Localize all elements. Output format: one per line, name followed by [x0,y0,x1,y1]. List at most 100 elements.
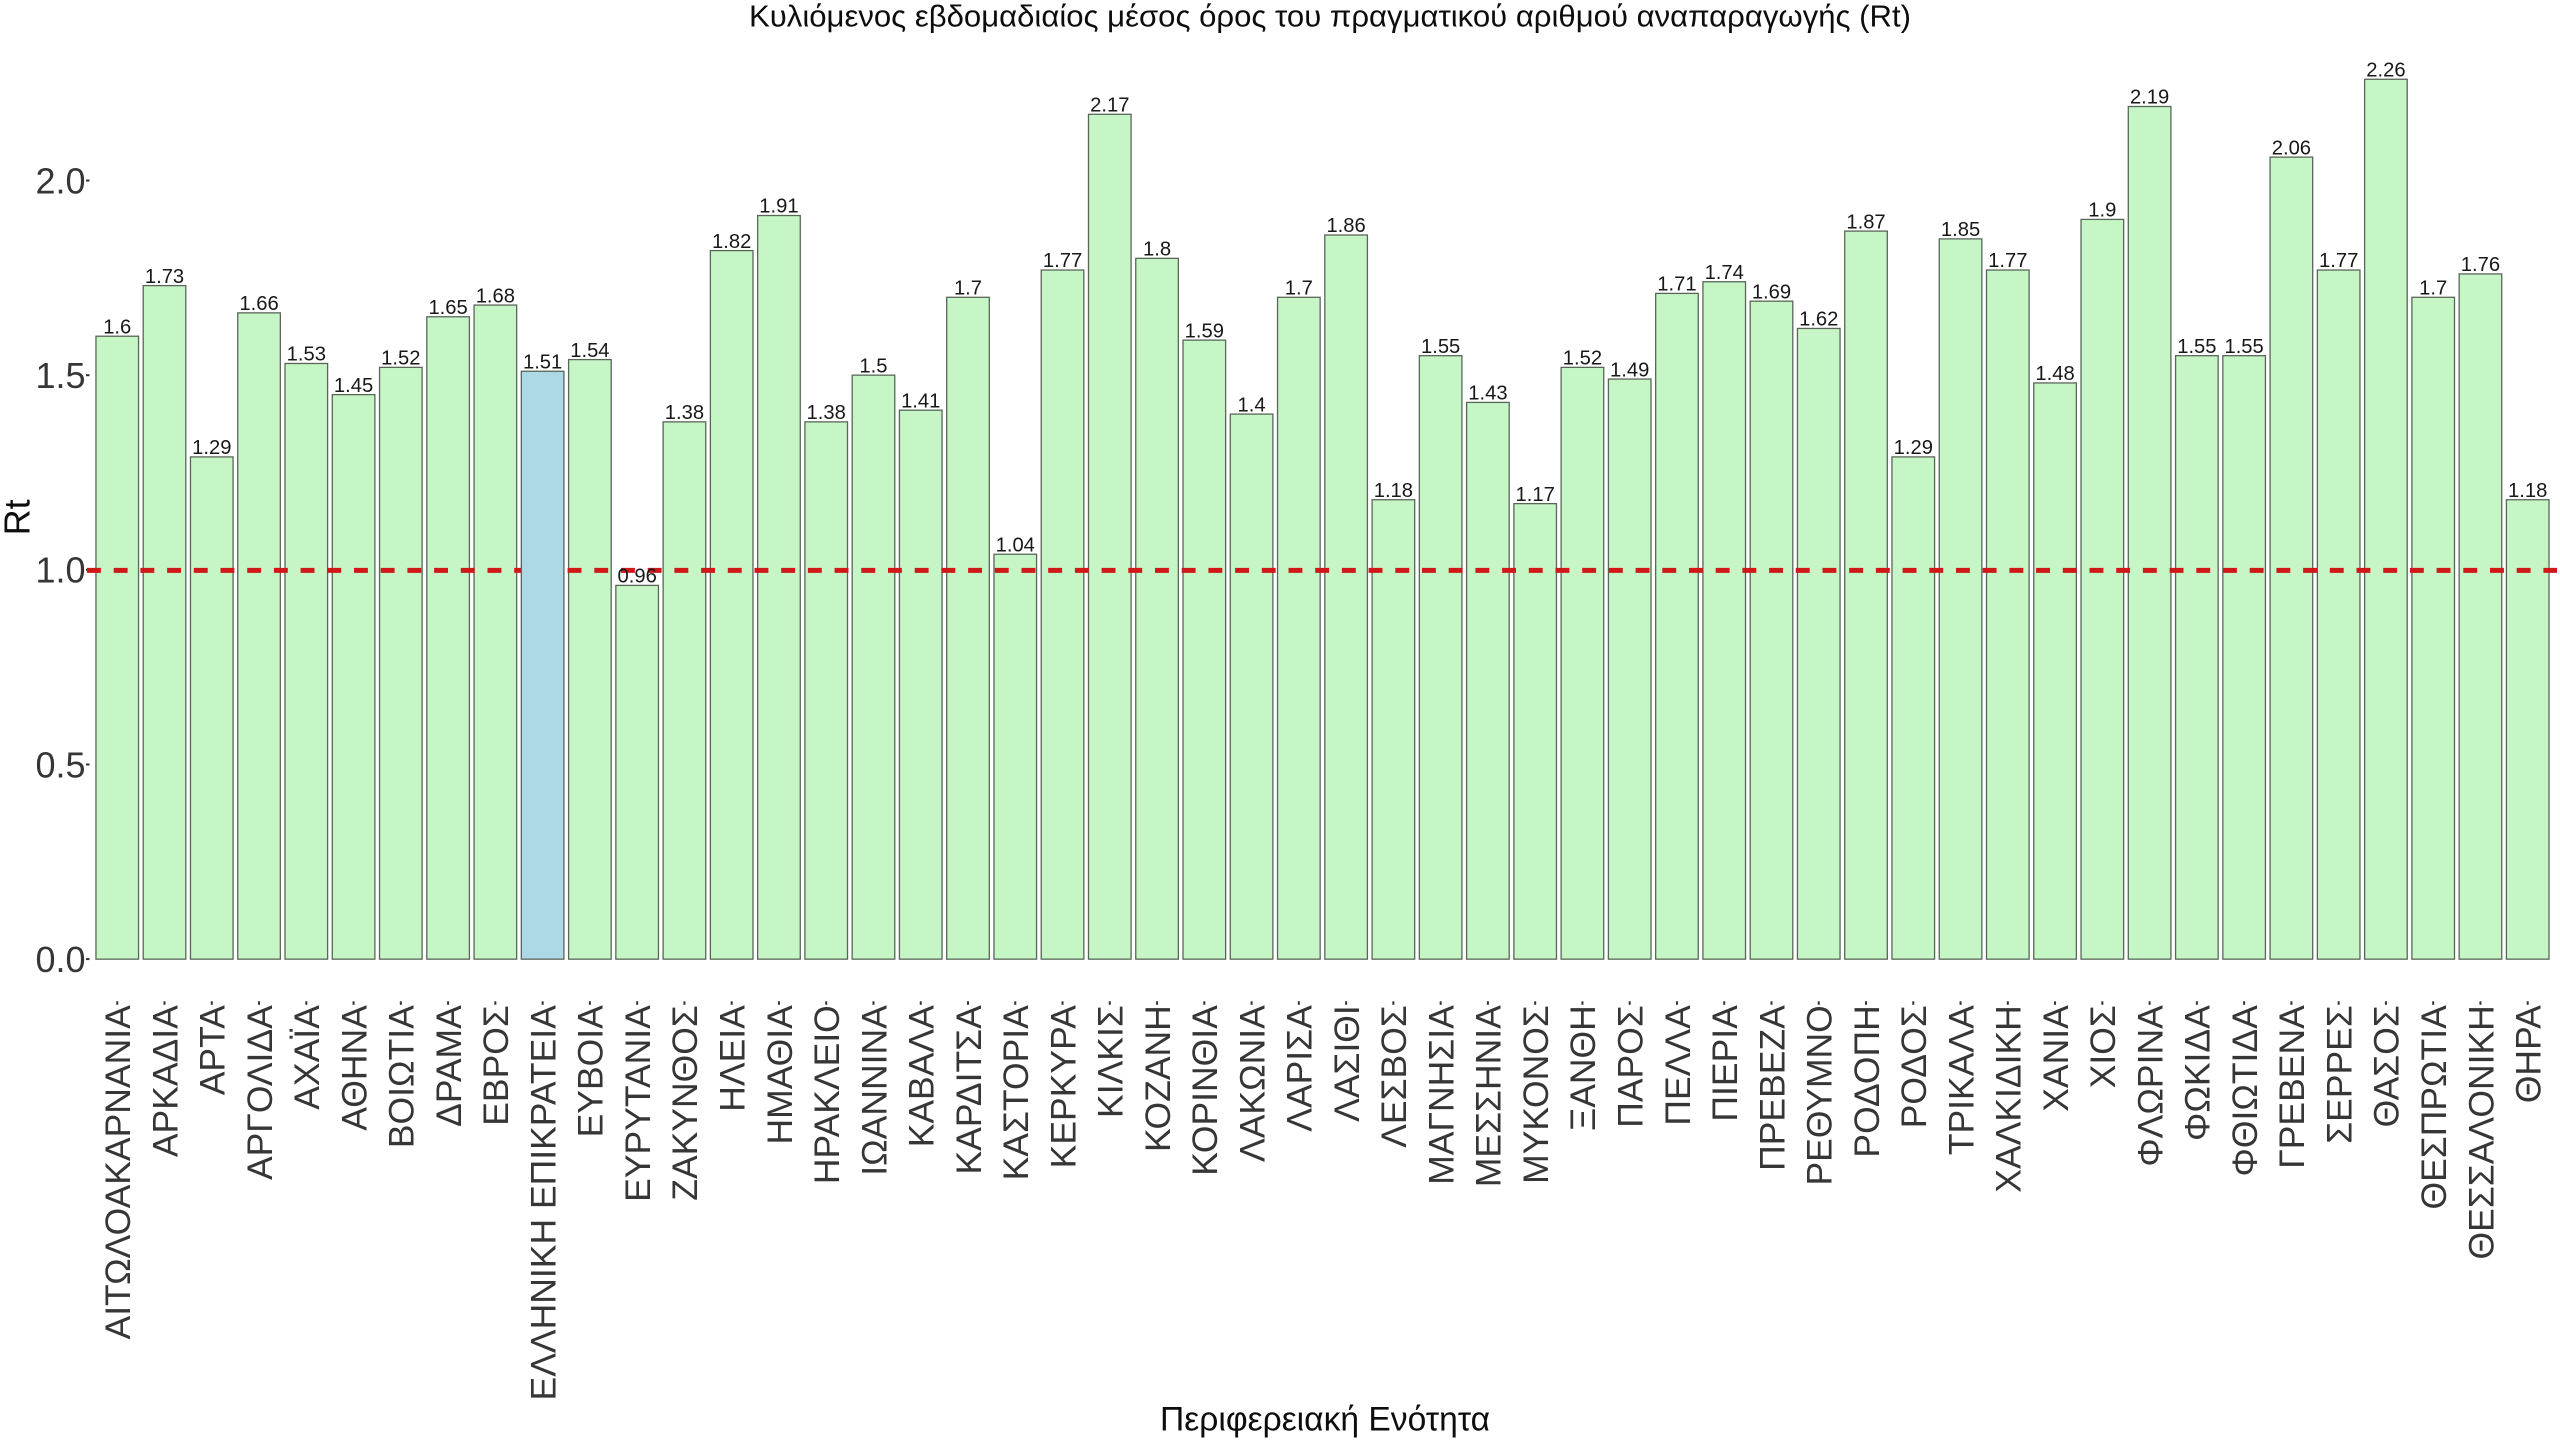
svg-text:ΠΑΡΟΣ: ΠΑΡΟΣ [1611,1005,1651,1128]
svg-text:2.06: 2.06 [2272,137,2311,159]
svg-text:2.0: 2.0 [35,160,85,201]
svg-text:1.87: 1.87 [1846,211,1885,233]
svg-text:ΛΑΡΙΣΑ: ΛΑΡΙΣΑ [1280,1005,1320,1132]
svg-text:1.85: 1.85 [1941,219,1980,241]
svg-text:ΧΑΛΚΙΔΙΚΗ: ΧΑΛΚΙΔΙΚΗ [1989,1005,2029,1193]
svg-text:ΛΑΣΙΘΙ: ΛΑΣΙΘΙ [1327,1005,1367,1122]
svg-text:1.52: 1.52 [381,348,420,370]
svg-text:1.65: 1.65 [428,297,467,319]
svg-text:ΚΟΖΑΝΗ: ΚΟΖΑΝΗ [1138,1005,1178,1152]
svg-text:1.62: 1.62 [1799,309,1838,331]
svg-text:ΣΕΡΡΕΣ: ΣΕΡΡΕΣ [2319,1005,2359,1144]
svg-text:ΘΑΣΟΣ: ΘΑΣΟΣ [2367,1005,2407,1127]
svg-text:1.18: 1.18 [1374,480,1413,502]
svg-text:ΚΟΡΙΝΘΙΑ: ΚΟΡΙΝΘΙΑ [1185,1005,1225,1176]
svg-text:ΚΑΡΔΙΤΣΑ: ΚΑΡΔΙΤΣΑ [949,1005,989,1175]
svg-text:ΜΥΚΟΝΟΣ: ΜΥΚΟΝΟΣ [1516,1005,1556,1184]
svg-text:ΚΙΛΚΙΣ: ΚΙΛΚΙΣ [1091,1005,1131,1118]
svg-text:2.17: 2.17 [1090,95,1129,117]
svg-text:ΕΥΒΟΙΑ: ΕΥΒΟΙΑ [571,1005,611,1138]
svg-text:ΤΡΙΚΑΛΑ: ΤΡΙΚΑΛΑ [1941,1005,1981,1155]
svg-text:ΚΑΣΤΟΡΙΑ: ΚΑΣΤΟΡΙΑ [996,1005,1036,1180]
svg-text:1.38: 1.38 [807,402,846,424]
svg-text:ΕΛΛΗΝΙΚΗ ΕΠΙΚΡΑΤΕΙΑ: ΕΛΛΗΝΙΚΗ ΕΠΙΚΡΑΤΕΙΑ [523,1005,563,1401]
svg-text:1.68: 1.68 [476,285,515,307]
svg-text:1.45: 1.45 [334,375,373,397]
svg-text:ΖΑΚΥΝΘΟΣ: ΖΑΚΥΝΘΟΣ [665,1005,705,1201]
svg-text:ΡΕΘΥΜΝΟ: ΡΕΘΥΜΝΟ [1800,1005,1840,1185]
svg-text:ΒΟΙΩΤΙΑ: ΒΟΙΩΤΙΑ [382,1005,422,1148]
svg-text:1.76: 1.76 [2461,254,2500,276]
svg-text:1.7: 1.7 [2419,277,2447,299]
svg-text:1.17: 1.17 [1516,484,1555,506]
svg-text:1.51: 1.51 [523,351,562,373]
svg-text:1.77: 1.77 [1988,250,2027,272]
svg-text:1.7: 1.7 [954,277,982,299]
svg-text:ΦΩΚΙΔΑ: ΦΩΚΙΔΑ [2178,1005,2218,1141]
svg-text:ΠΙΕΡΙΑ: ΠΙΕΡΙΑ [1705,1005,1745,1122]
svg-text:ΕΥΡΥΤΑΝΙΑ: ΕΥΡΥΤΑΝΙΑ [618,1005,658,1202]
svg-text:1.59: 1.59 [1185,320,1224,342]
svg-text:ΧΙΟΣ: ΧΙΟΣ [2083,1005,2123,1088]
svg-text:ΘΕΣΣΑΛΟΝΙΚΗ: ΘΕΣΣΑΛΟΝΙΚΗ [2461,1005,2501,1259]
svg-text:ΧΑΝΙΑ: ΧΑΝΙΑ [2036,1005,2076,1112]
svg-text:ΘΗΡΑ: ΘΗΡΑ [2509,1005,2549,1103]
svg-text:1.8: 1.8 [1143,239,1171,261]
svg-text:ΑΙΤΩΛΟΑΚΑΡΝΑΝΙΑ: ΑΙΤΩΛΟΑΚΑΡΝΑΝΙΑ [98,1005,138,1340]
svg-text:ΠΡΕΒΕΖΑ: ΠΡΕΒΕΖΑ [1752,1005,1792,1171]
svg-text:ΦΛΩΡΙΝΑ: ΦΛΩΡΙΝΑ [2130,1005,2170,1167]
svg-text:ΙΩΑΝΝΙΝΑ: ΙΩΑΝΝΙΝΑ [854,1005,894,1176]
svg-text:1.74: 1.74 [1705,262,1744,284]
svg-text:1.55: 1.55 [2177,336,2216,358]
svg-text:ΗΡΑΚΛΕΙΟ: ΗΡΑΚΛΕΙΟ [807,1005,847,1184]
svg-text:1.29: 1.29 [192,437,231,459]
svg-text:2.19: 2.19 [2130,87,2169,109]
svg-text:ΠΕΛΛΑ: ΠΕΛΛΑ [1658,1005,1698,1126]
svg-text:1.04: 1.04 [996,534,1035,556]
svg-text:1.0: 1.0 [35,550,85,591]
svg-text:ΛΕΣΒΟΣ: ΛΕΣΒΟΣ [1374,1005,1414,1148]
svg-text:1.29: 1.29 [1894,437,1933,459]
svg-text:ΑΧΑΪΑ: ΑΧΑΪΑ [287,1005,327,1110]
svg-text:1.48: 1.48 [2035,363,2074,385]
svg-text:ΚΕΡΚΥΡΑ: ΚΕΡΚΥΡΑ [1043,1005,1083,1168]
svg-text:ΡΟΔΟΣ: ΡΟΔΟΣ [1894,1005,1934,1128]
svg-text:1.5: 1.5 [35,355,85,396]
svg-text:ΓΡΕΒΕΝΑ: ΓΡΕΒΕΝΑ [2272,1005,2312,1169]
svg-text:0.0: 0.0 [35,939,85,980]
svg-text:1.6: 1.6 [103,316,131,338]
svg-text:ΡΟΔΟΠΗ: ΡΟΔΟΠΗ [1847,1005,1887,1157]
svg-text:1.41: 1.41 [901,390,940,412]
svg-text:Rt: Rt [0,499,38,535]
svg-text:1.77: 1.77 [1043,250,1082,272]
svg-text:ΜΕΣΣΗΝΙΑ: ΜΕΣΣΗΝΙΑ [1469,1005,1509,1187]
svg-text:1.91: 1.91 [759,196,798,218]
svg-text:1.55: 1.55 [1421,336,1460,358]
svg-text:0.96: 0.96 [618,566,657,588]
svg-text:ΜΑΓΝΗΣΙΑ: ΜΑΓΝΗΣΙΑ [1421,1005,1461,1185]
svg-text:ΞΑΝΘΗ: ΞΑΝΘΗ [1563,1005,1603,1131]
svg-text:ΑΡΓΟΛΙΔΑ: ΑΡΓΟΛΙΔΑ [240,1005,280,1180]
svg-text:Περιφερειακή Ενότητα: Περιφερειακή Ενότητα [1160,1400,1490,1438]
svg-text:1.53: 1.53 [287,344,326,366]
svg-text:1.49: 1.49 [1610,359,1649,381]
svg-text:0.5: 0.5 [35,744,85,785]
svg-text:ΗΜΑΘΙΑ: ΗΜΑΘΙΑ [760,1005,800,1145]
svg-text:1.43: 1.43 [1468,383,1507,405]
svg-text:ΕΒΡΟΣ: ΕΒΡΟΣ [476,1005,516,1126]
svg-text:1.7: 1.7 [1285,277,1313,299]
svg-text:1.66: 1.66 [239,293,278,315]
svg-text:ΑΡΤΑ: ΑΡΤΑ [193,1005,233,1095]
svg-text:1.86: 1.86 [1326,215,1365,237]
svg-text:ΛΑΚΩΝΙΑ: ΛΑΚΩΝΙΑ [1232,1005,1272,1162]
svg-text:2.26: 2.26 [2366,59,2405,81]
svg-text:1.69: 1.69 [1752,281,1791,303]
svg-text:1.77: 1.77 [2319,250,2358,272]
svg-text:1.71: 1.71 [1657,274,1696,296]
svg-text:ΑΡΚΑΔΙΑ: ΑΡΚΑΔΙΑ [145,1005,185,1157]
svg-text:1.18: 1.18 [2508,480,2547,502]
svg-text:1.54: 1.54 [570,340,609,362]
svg-text:ΑΘΗΝΑ: ΑΘΗΝΑ [334,1005,374,1131]
svg-text:1.9: 1.9 [2088,200,2116,222]
svg-text:1.4: 1.4 [1238,394,1266,416]
